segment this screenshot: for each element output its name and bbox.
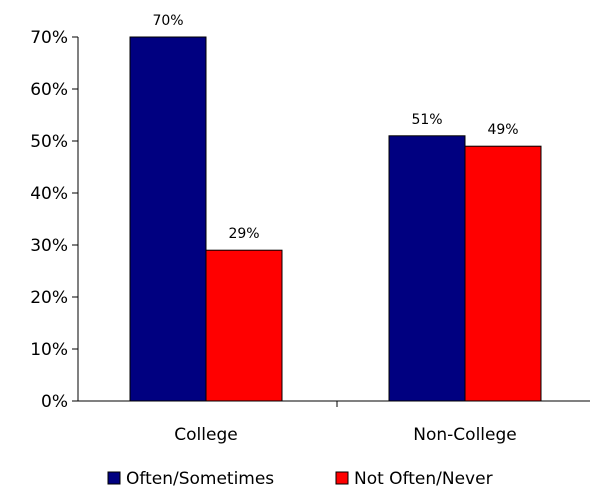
data-label: 70%	[152, 13, 183, 29]
y-tick-label: 30%	[30, 236, 68, 256]
y-tick-label: 0%	[41, 392, 68, 412]
x-axis: College Non-College	[78, 400, 590, 445]
data-label: 49%	[487, 122, 518, 138]
legend: Often/Sometimes Not Often/Never	[107, 469, 493, 489]
legend-label: Often/Sometimes	[126, 469, 274, 489]
y-tick-label: 50%	[30, 132, 68, 152]
bar	[205, 249, 283, 402]
bar	[388, 135, 466, 402]
data-label: 51%	[411, 112, 442, 128]
y-tick-label: 10%	[30, 340, 68, 360]
legend-label: Not Often/Never	[354, 469, 493, 489]
x-category-label: Non-College	[413, 425, 516, 445]
bars	[129, 36, 542, 402]
bar	[464, 145, 542, 402]
y-tick-label: 70%	[30, 28, 68, 48]
y-axis: 0% 10% 20% 30% 40% 50% 60% 70%	[30, 28, 79, 412]
legend-swatch	[335, 471, 349, 485]
y-tick-label: 60%	[30, 80, 68, 100]
legend-swatch	[107, 471, 121, 485]
y-tick-label: 20%	[30, 288, 68, 308]
data-label: 29%	[228, 226, 259, 242]
x-category-label: College	[174, 425, 237, 445]
bar	[129, 36, 207, 402]
y-tick-label: 40%	[30, 184, 68, 204]
data-labels: 70% 29% 51% 49%	[152, 13, 518, 242]
